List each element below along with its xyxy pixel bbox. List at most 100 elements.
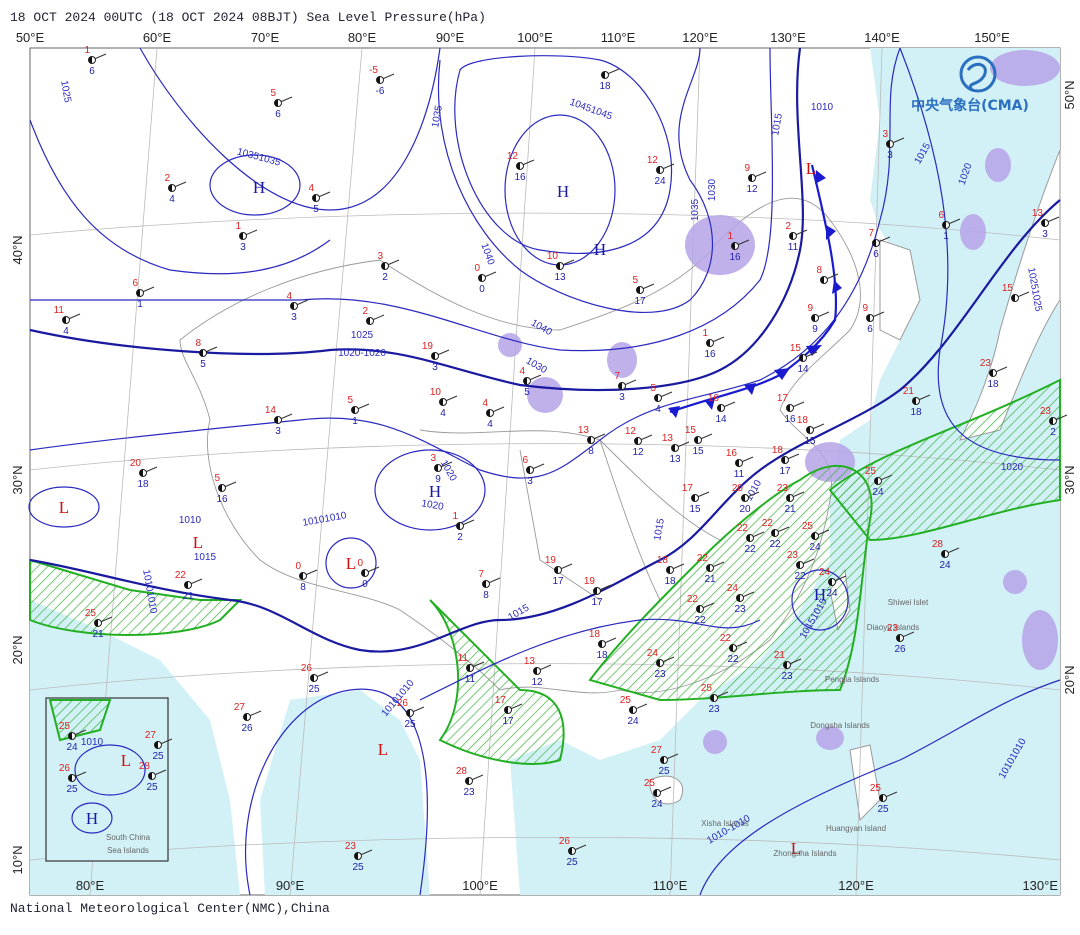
station-dewpoint: 23 (781, 671, 793, 682)
station-dewpoint: 24 (627, 716, 639, 727)
station-dewpoint: 12 (632, 447, 644, 458)
station-temp: 1 (727, 231, 733, 242)
isobar-label: 1020-1020 (338, 348, 386, 359)
rain-area (828, 378, 1061, 542)
station-dewpoint: 1 (352, 416, 358, 427)
station-temp: 17 (777, 393, 789, 404)
station-temp: 20 (130, 458, 142, 469)
isobar (74, 744, 146, 796)
station-dewpoint: 9 (435, 474, 441, 485)
station-cover (786, 494, 790, 502)
station-cover (431, 352, 435, 360)
station-cover (811, 532, 815, 540)
station-dewpoint: 16 (514, 172, 526, 183)
station-dewpoint: 24 (66, 742, 78, 753)
station-dewpoint: 22 (694, 615, 706, 626)
station-cover (796, 561, 800, 569)
pressure-center: L (806, 159, 816, 178)
station-dewpoint: 0 (362, 579, 368, 590)
station-dewpoint: 16 (216, 494, 228, 505)
station-cover (618, 382, 622, 390)
station-cover (820, 276, 824, 284)
station-temp: 10 (547, 251, 559, 262)
longitude-label: 80°E (348, 30, 377, 45)
station-dewpoint: 2 (382, 272, 388, 283)
place-label: Zhongsha Islands (773, 849, 836, 858)
station-cover (94, 619, 98, 627)
station-dewpoint: 25 (877, 804, 889, 815)
station-dewpoint: 24 (872, 487, 884, 498)
station-dewpoint: 13 (669, 454, 681, 465)
station-dewpoint: 4 (63, 326, 69, 337)
station-dewpoint: 17 (779, 466, 791, 477)
isobar (437, 47, 714, 314)
station-temp: 7 (614, 371, 620, 382)
station-temp: 27 (234, 702, 246, 713)
graticule (29, 663, 1061, 691)
station-temp: 19 (584, 576, 596, 587)
station-dewpoint: 24 (809, 542, 821, 553)
station-cover (942, 221, 946, 229)
station-cover (62, 316, 66, 324)
station-temp: 12 (507, 151, 519, 162)
station-dewpoint: 15 (804, 436, 816, 447)
station-dewpoint: 6 (275, 109, 281, 120)
inset: South China Sea Islands (45, 697, 169, 862)
station-cover (989, 369, 993, 377)
station-cover (874, 477, 878, 485)
station-cover (526, 466, 530, 474)
station-cover (736, 594, 740, 602)
pressure-center: H (594, 240, 606, 259)
longitude-label: 150°E (974, 30, 1010, 45)
station-cover (243, 713, 247, 721)
station-temp: 12 (625, 426, 637, 437)
station-cover (139, 469, 143, 477)
station-temp: 22 (737, 523, 749, 534)
station-temp: 13 (662, 433, 674, 444)
station-dewpoint: 3 (275, 426, 281, 437)
station-cover (456, 522, 460, 530)
place-label: Xisha Islands (701, 819, 749, 828)
station-cover (696, 605, 700, 613)
place-label: Pengjia Islands (825, 675, 879, 684)
storm-area (527, 377, 563, 413)
station-temp: 22 (175, 570, 187, 581)
station-cover (486, 409, 490, 417)
station-temp: 9 (862, 303, 868, 314)
station-cover (717, 404, 721, 412)
station-cover (199, 349, 203, 357)
rain-area (429, 599, 565, 765)
station-temp: 5 (270, 88, 276, 99)
pressure-center: H (253, 178, 265, 197)
station-dewpoint: 25 (352, 862, 364, 873)
latitude-label: 20°N (1062, 665, 1077, 694)
station-temp: 23 (980, 358, 992, 369)
isobar-label: 1020 (1001, 462, 1024, 473)
station-cover (746, 534, 750, 542)
station-temp: 9 (744, 163, 750, 174)
station-dewpoint: 17 (502, 716, 514, 727)
footer: National Meteorological Center(NMC),Chin… (10, 901, 330, 916)
isobar (29, 47, 901, 479)
station-temp: 28 (456, 766, 468, 777)
station-dewpoint: 3 (527, 476, 533, 487)
station-cover (729, 644, 733, 652)
ocean (510, 740, 600, 895)
pressure-center: L (193, 533, 203, 552)
storm-area (607, 342, 637, 378)
station-temp: 11 (458, 653, 469, 664)
station-cover (366, 317, 370, 325)
station-cover (1049, 417, 1053, 425)
station-dewpoint: 25 (404, 719, 416, 730)
station-cover (601, 71, 605, 79)
pressure-center: L (121, 751, 131, 770)
station-temp: 6 (132, 278, 138, 289)
station-temp: 18 (657, 555, 669, 566)
graticule (289, 47, 363, 896)
longitude-label: 120°E (682, 30, 718, 45)
pressure-center: H (557, 182, 569, 201)
station-cover (465, 777, 469, 785)
station-temp: 25 (85, 608, 97, 619)
station-dewpoint: 3 (619, 392, 625, 403)
